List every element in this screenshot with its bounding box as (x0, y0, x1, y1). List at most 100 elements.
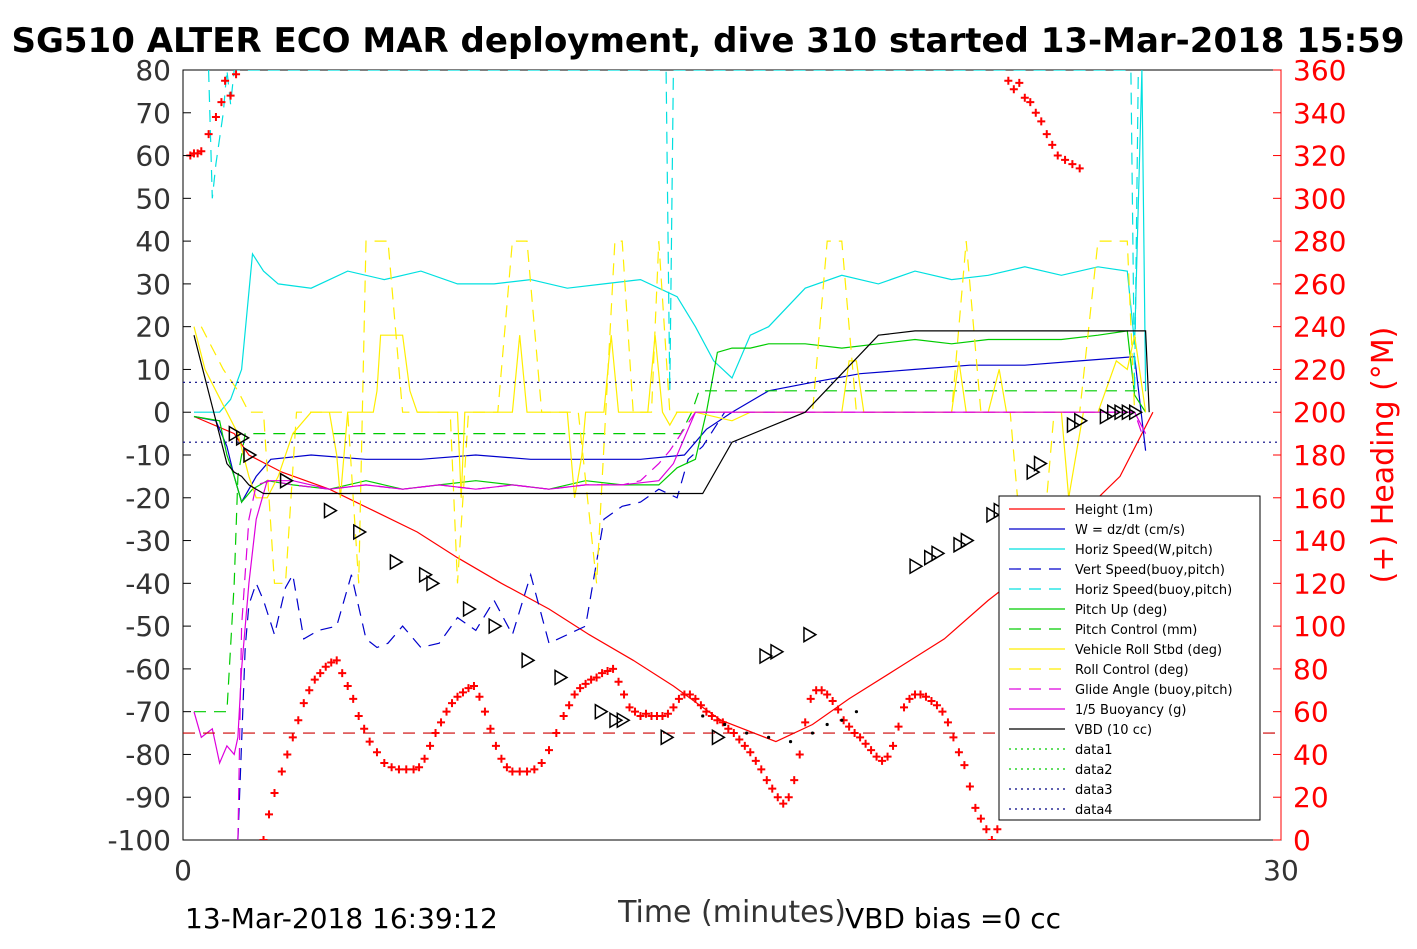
axes-layer: 0 3080706050403020100-10-20-30-40-50-60-7… (107, 54, 1346, 887)
heading-point (310, 675, 319, 684)
triangle-marker (660, 729, 675, 746)
triangle-marker (759, 647, 774, 665)
heading-point (491, 741, 500, 750)
heading-point (570, 690, 579, 699)
chart-title: SG510 ALTER ECO MAR deployment, dive 310… (11, 21, 1404, 61)
heading-point (458, 688, 467, 697)
heading-point (545, 746, 553, 755)
heading-point (226, 91, 235, 100)
heading-point (724, 724, 733, 733)
heading-point (394, 765, 403, 774)
heading-point (204, 130, 213, 139)
legend-label: W = dz/dt (cm/s) (1075, 523, 1185, 538)
apogee-dot (810, 731, 815, 735)
heading-point (402, 765, 411, 774)
heading-point (691, 694, 700, 703)
legend-label: Glide Angle (buoy,pitch) (1075, 683, 1233, 698)
heading-point (751, 756, 760, 765)
heading-point (631, 707, 640, 716)
heading-point (636, 711, 645, 720)
y-right-tick-label: 60 (1293, 696, 1329, 729)
heading-point (960, 761, 969, 770)
y-left-tick-label: 20 (135, 311, 171, 344)
triangle-marker (1033, 455, 1048, 472)
heading-point (916, 690, 925, 699)
heading-point (332, 656, 341, 665)
legend-label: data2 (1075, 763, 1113, 778)
y-right-tick-label: 80 (1293, 653, 1329, 686)
legend-label: Roll Control (deg) (1075, 663, 1189, 678)
heading-point (502, 763, 511, 772)
heading-point (598, 669, 607, 678)
triangle-marker (1099, 408, 1114, 425)
footer-vbd-bias: VBD bias =0 cc (845, 902, 1061, 935)
heading-point (993, 825, 1002, 834)
legend-label: Pitch Up (deg) (1075, 603, 1167, 618)
heading-point (790, 776, 799, 785)
triangle-marker (235, 429, 251, 447)
legend-label: Horiz Speed(W,pitch) (1075, 543, 1213, 558)
triangle-marker (931, 545, 946, 562)
heading-point (197, 147, 206, 156)
heading-point (1042, 130, 1051, 139)
triangle-marker (228, 425, 243, 442)
triangle-marker (594, 703, 609, 720)
heading-point (856, 733, 865, 742)
heading-point (795, 750, 804, 759)
y-right-tick-label: 0 (1293, 824, 1311, 857)
heading-point (316, 669, 325, 678)
heading-point (823, 690, 832, 699)
triangle-marker (909, 557, 924, 575)
triangle-marker (986, 506, 1001, 524)
heading-point (426, 741, 435, 750)
heading-point (442, 707, 451, 716)
heading-point (1075, 164, 1084, 173)
triangle-marker (554, 669, 569, 686)
y-left-tick-label: 80 (135, 54, 171, 87)
heading-point (592, 673, 601, 682)
series-line (194, 390, 1146, 713)
series-line (237, 411, 726, 840)
y-left-tick-label: 30 (135, 268, 171, 301)
heading-point (932, 701, 941, 710)
heading-point (707, 711, 716, 720)
triangle-marker (711, 729, 726, 746)
y-right-tick-label: 40 (1293, 738, 1329, 771)
legend-label: Horiz Speed(buoy,pitch) (1075, 583, 1232, 598)
heading-point (581, 679, 590, 688)
right-axis-label: (+) Heading (°M) (1366, 327, 1401, 584)
y-right-tick-label: 300 (1293, 182, 1346, 215)
heading-point (762, 776, 771, 785)
heading-point (845, 722, 854, 731)
triangle-marker (1114, 403, 1129, 421)
apogee-dot (745, 731, 749, 735)
heading-point (718, 718, 727, 727)
y-left-tick-label: -30 (125, 525, 171, 558)
heading-point (746, 748, 755, 757)
heading-point (757, 765, 766, 774)
heading-point (360, 724, 369, 733)
triangle-marker (1066, 416, 1081, 434)
heading-point (552, 729, 561, 738)
heading-point (620, 690, 629, 699)
heading-point (1068, 160, 1077, 169)
heading-point (784, 793, 793, 802)
legend-label: 1/5 Buoyancy (g) (1075, 703, 1186, 718)
triangle-marker (243, 446, 258, 464)
y-right-tick-label: 200 (1293, 396, 1346, 429)
heading-point (696, 701, 705, 710)
heading-point (480, 707, 489, 716)
y-left-tick-label: -100 (107, 824, 171, 857)
heading-point (625, 703, 634, 712)
apogee-dot (788, 740, 793, 744)
legend-label: data1 (1075, 743, 1113, 758)
heading-point (779, 799, 788, 808)
heading-point (299, 699, 308, 708)
triangle-marker (279, 472, 294, 489)
heading-point (321, 662, 330, 671)
triangle-marker (1026, 463, 1041, 481)
heading-point (1026, 98, 1035, 107)
y-left-tick-label: 0 (153, 396, 171, 429)
heading-point (861, 739, 870, 748)
